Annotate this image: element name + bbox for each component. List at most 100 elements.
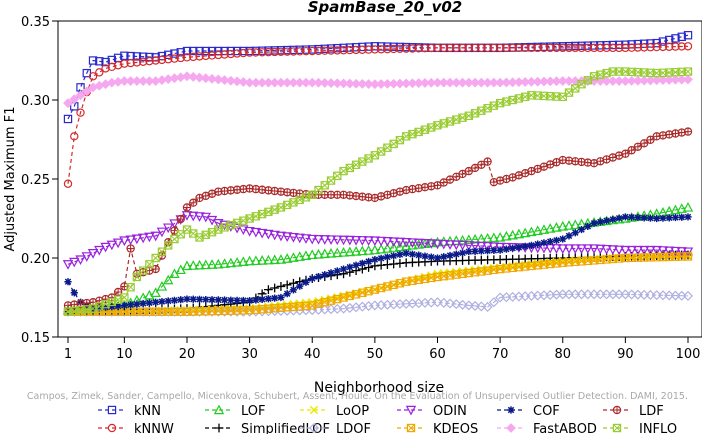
data-point xyxy=(276,47,286,57)
data-point xyxy=(225,257,237,268)
marker-box xyxy=(612,423,622,433)
series-kdeos xyxy=(63,252,693,316)
marker-box xyxy=(439,119,448,128)
data-point xyxy=(633,43,643,52)
data-point xyxy=(383,44,392,54)
data-point xyxy=(469,241,481,252)
data-point xyxy=(438,239,449,250)
marker-box xyxy=(326,296,336,305)
data-point xyxy=(188,211,199,222)
data-point xyxy=(144,289,155,300)
data-point xyxy=(319,248,330,259)
data-point xyxy=(444,240,456,250)
data-point xyxy=(170,54,179,63)
marker-box xyxy=(138,266,148,275)
data-point xyxy=(181,211,193,221)
marker-box xyxy=(596,255,605,265)
legend-item-simplifiedlof: SimplifiedLOF xyxy=(205,422,330,434)
marker-box xyxy=(351,290,361,299)
marker-box xyxy=(370,285,380,294)
data-point xyxy=(558,92,567,102)
marker-hatch xyxy=(684,252,692,261)
data-point xyxy=(377,254,385,262)
data-point xyxy=(682,290,694,301)
x-tick-label: 50 xyxy=(367,347,384,362)
data-point xyxy=(139,299,147,308)
data-point xyxy=(369,236,381,247)
marker-cross xyxy=(477,161,485,169)
data-point xyxy=(138,57,148,66)
marker-box xyxy=(214,306,223,316)
data-point xyxy=(401,44,411,53)
marker-box xyxy=(345,291,355,301)
marker-box xyxy=(495,98,505,108)
data-point xyxy=(358,259,366,267)
data-point xyxy=(488,242,500,253)
marker-box xyxy=(639,68,649,77)
data-point xyxy=(646,43,655,52)
data-point xyxy=(344,78,355,89)
marker-box xyxy=(658,68,668,78)
data-point xyxy=(325,247,337,258)
data-point xyxy=(238,77,249,87)
data-point xyxy=(382,243,393,253)
marker-box xyxy=(633,253,643,262)
data-point xyxy=(552,43,561,53)
marker-box xyxy=(589,256,599,265)
data-point xyxy=(671,213,680,222)
data-point xyxy=(250,255,262,266)
data-point xyxy=(263,254,274,265)
data-point xyxy=(652,38,661,48)
marker-cross xyxy=(127,244,135,253)
data-point xyxy=(351,45,361,55)
data-point xyxy=(87,249,99,259)
data-point xyxy=(131,234,143,245)
data-point xyxy=(370,45,380,54)
data-point xyxy=(269,230,280,241)
data-point xyxy=(651,245,662,256)
data-point xyxy=(313,77,324,88)
data-point xyxy=(632,245,644,256)
data-point xyxy=(308,46,317,56)
data-point xyxy=(296,282,304,290)
data-point xyxy=(308,274,316,283)
data-point xyxy=(194,212,205,222)
data-point xyxy=(640,214,648,222)
series-cof xyxy=(64,213,692,313)
data-point xyxy=(583,158,592,167)
marker-box xyxy=(257,304,267,314)
data-point xyxy=(451,240,462,251)
data-point xyxy=(639,43,649,52)
data-point xyxy=(177,296,185,304)
data-point xyxy=(513,228,525,239)
data-point xyxy=(583,43,592,53)
marker-box xyxy=(502,97,511,106)
marker-box xyxy=(264,304,273,313)
data-point xyxy=(270,283,280,293)
data-point xyxy=(539,43,549,53)
legend: kNN kNNW LOF SimplifiedLOF LoOP LDOF ODIN KDEOS… xyxy=(98,404,677,434)
data-point xyxy=(427,43,436,53)
data-point xyxy=(408,250,417,258)
data-point xyxy=(182,203,192,212)
data-point xyxy=(527,43,536,53)
marker-box xyxy=(671,252,680,261)
data-point xyxy=(564,43,574,53)
data-point xyxy=(671,42,680,51)
data-point xyxy=(158,298,166,306)
marker-hatch xyxy=(684,67,692,76)
data-point xyxy=(683,252,693,261)
data-point xyxy=(678,213,686,221)
y-tick-label: 0.35 xyxy=(21,15,50,30)
legend-marker xyxy=(507,406,515,414)
legend-marker xyxy=(213,404,225,415)
marker-box xyxy=(414,275,423,285)
data-point xyxy=(127,301,135,309)
data-point xyxy=(350,235,362,246)
marker-box xyxy=(433,121,442,130)
marker-cross xyxy=(471,164,479,172)
data-point xyxy=(488,297,499,308)
data-point xyxy=(283,290,291,298)
data-point xyxy=(420,183,430,192)
data-point xyxy=(627,43,636,52)
